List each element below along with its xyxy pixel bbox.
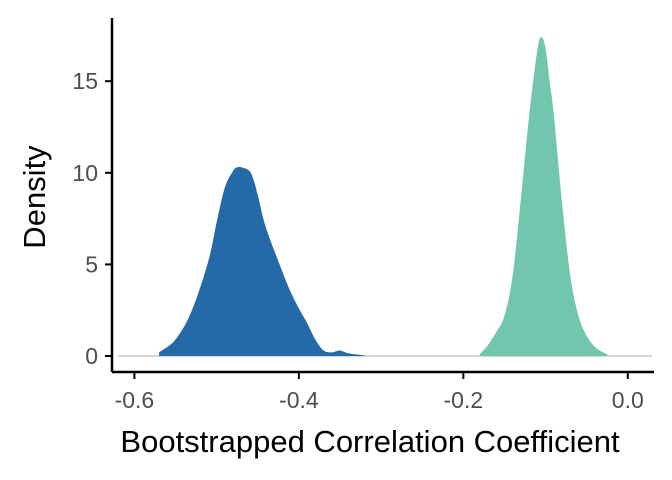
x-tick-label: -0.6 <box>115 387 155 413</box>
density-area-2 <box>479 37 608 357</box>
y-tick-label: 15 <box>72 68 98 94</box>
y-tick-label: 5 <box>85 251 98 277</box>
y-axis-title: Density <box>17 145 52 249</box>
axes-layer <box>110 18 654 374</box>
x-axis-title: Bootstrapped Correlation Coefficient <box>120 424 620 459</box>
y-tick-label: 0 <box>85 343 98 369</box>
y-tick-label: 10 <box>72 160 98 186</box>
x-tick-label: -0.2 <box>444 387 484 413</box>
density-area-1 <box>159 166 365 356</box>
x-tick-label: 0.0 <box>612 387 644 413</box>
series-layer <box>159 37 608 357</box>
ticks-layer: -0.6 -0.4 -0.2 0.0 0 5 10 15 <box>72 68 643 413</box>
x-tick-label: -0.4 <box>279 387 319 413</box>
